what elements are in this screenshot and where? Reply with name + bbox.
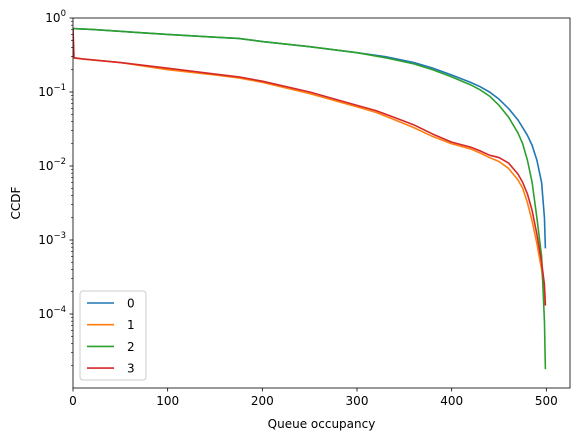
y-tick-label: 10−1 bbox=[38, 83, 66, 99]
legend: 0 1 2 3 bbox=[79, 290, 147, 381]
y-axis-label: CCDF bbox=[9, 186, 23, 219]
series-line-2 bbox=[73, 27, 547, 370]
x-tick-label: 0 bbox=[69, 394, 77, 408]
y-tick-label: 10−4 bbox=[38, 305, 66, 321]
y-tick-label: 10−3 bbox=[38, 231, 66, 247]
series-layer bbox=[73, 27, 547, 370]
legend-box bbox=[79, 290, 147, 381]
y-axis: 100 10−1 10−2 10−3 10−4 bbox=[38, 9, 73, 367]
y-tick-label: 10−2 bbox=[38, 157, 66, 173]
x-tick-label: 300 bbox=[346, 394, 369, 408]
legend-label-3: 3 bbox=[127, 362, 135, 376]
y-tick-label: 100 bbox=[45, 9, 66, 25]
legend-label-2: 2 bbox=[127, 340, 135, 354]
x-tick-label: 400 bbox=[440, 394, 463, 408]
legend-label-0: 0 bbox=[127, 297, 135, 311]
series-line-0 bbox=[73, 27, 547, 249]
x-tick-label: 100 bbox=[156, 394, 179, 408]
x-tick-label: 200 bbox=[251, 394, 274, 408]
series-line-3 bbox=[73, 29, 547, 306]
series-line-1 bbox=[73, 29, 547, 304]
x-axis: 0 100 200 300 400 500 bbox=[69, 388, 558, 408]
x-axis-label: Queue occupancy bbox=[268, 417, 376, 431]
x-tick-label: 500 bbox=[535, 394, 558, 408]
legend-label-1: 1 bbox=[127, 318, 135, 332]
plot-frame bbox=[72, 17, 571, 389]
